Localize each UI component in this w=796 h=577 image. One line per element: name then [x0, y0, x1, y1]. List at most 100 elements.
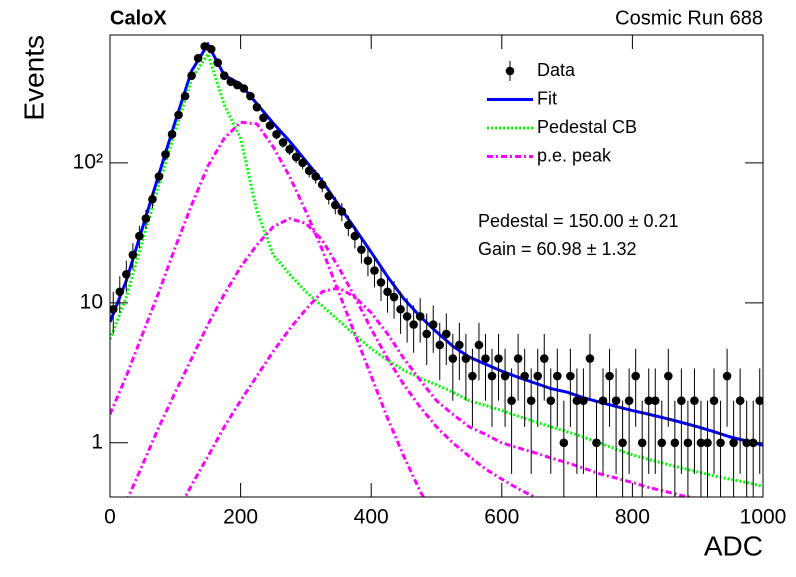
data-point	[135, 231, 144, 241]
data-point	[161, 150, 170, 159]
data-point	[592, 438, 601, 448]
legend-symbol	[505, 66, 515, 76]
data-point	[520, 371, 529, 381]
data-point	[122, 269, 131, 279]
x-axis-label: ADC	[704, 530, 763, 561]
data-point	[664, 371, 673, 381]
data-point	[233, 80, 242, 90]
data-point	[585, 354, 595, 363]
data-point	[605, 371, 614, 381]
plot-area	[110, 41, 763, 497]
data-point	[448, 354, 458, 363]
data-point	[683, 438, 693, 448]
data-point	[239, 84, 249, 93]
data-point	[618, 438, 627, 448]
data-point	[716, 438, 725, 448]
data-point	[291, 152, 301, 162]
data-point	[337, 207, 347, 216]
data-point	[755, 396, 763, 405]
data-point	[389, 292, 399, 302]
legend-label: Pedestal CB	[537, 117, 637, 137]
data-point	[729, 438, 738, 448]
chart-title: CaloX	[110, 7, 167, 29]
data-point	[285, 145, 294, 154]
data-point	[487, 371, 497, 381]
data-point	[415, 312, 425, 321]
data-point	[265, 121, 275, 130]
data-point	[624, 396, 634, 405]
data-point	[703, 438, 712, 448]
data-point	[304, 166, 314, 175]
data-point	[174, 110, 183, 120]
data-point	[311, 172, 320, 181]
data-point	[494, 354, 503, 363]
data-point	[110, 304, 118, 314]
x-tick-label: 400	[354, 506, 389, 529]
x-tick-label: 200	[223, 506, 258, 529]
data-point	[259, 113, 268, 123]
data-point	[709, 396, 719, 405]
data-point	[468, 371, 477, 381]
data-point	[272, 130, 281, 139]
data-point	[187, 71, 196, 80]
chart-subtitle: Cosmic Run 688	[615, 7, 763, 29]
data-point	[324, 191, 334, 201]
data-point	[481, 354, 490, 363]
data-point	[507, 396, 516, 405]
data-point	[252, 102, 262, 112]
data-point	[650, 396, 660, 405]
curve	[110, 120, 426, 497]
data-point	[350, 231, 360, 241]
data-point	[677, 396, 686, 405]
data-point	[167, 130, 177, 139]
data-point	[226, 77, 236, 87]
data-point	[553, 371, 562, 381]
data-point	[579, 396, 588, 405]
data-point	[722, 371, 732, 381]
data-point	[611, 396, 621, 405]
data-point	[128, 250, 138, 260]
x-tick-label: 0	[104, 506, 116, 529]
data-point	[566, 371, 575, 381]
frame	[109, 34, 764, 498]
data-point	[572, 396, 582, 405]
data-point	[278, 138, 288, 147]
y-tick-label: 10	[80, 290, 103, 313]
data-point	[696, 438, 706, 448]
curve	[183, 286, 698, 497]
data-point	[644, 396, 654, 405]
data-point	[409, 320, 418, 329]
x-tick-label: 1000	[740, 506, 787, 529]
data-point	[735, 396, 745, 405]
data-point	[422, 329, 432, 339]
data-point	[396, 304, 405, 314]
curve	[126, 216, 538, 497]
data-point	[559, 438, 569, 448]
data-point	[598, 396, 608, 405]
y-tick-label: 1	[91, 430, 103, 453]
data-point	[298, 158, 307, 168]
x-tick-label: 600	[484, 506, 519, 529]
data-point	[441, 329, 451, 339]
data-point	[193, 53, 203, 63]
data-point	[154, 172, 164, 181]
data-point	[637, 438, 647, 448]
data-point	[690, 396, 699, 405]
data-point	[206, 44, 216, 54]
data-point	[370, 266, 379, 275]
data-point	[180, 91, 190, 101]
data-point	[670, 438, 680, 448]
y-tick-label: 10²	[73, 150, 103, 173]
data-point	[474, 340, 484, 350]
data-point	[376, 278, 386, 287]
legend-label: Fit	[537, 88, 557, 108]
x-tick-label: 800	[615, 506, 650, 529]
data-point	[219, 71, 229, 80]
data-point	[317, 180, 327, 189]
data-point	[428, 320, 438, 329]
data-point	[213, 58, 223, 67]
legend-label: p.e. peak	[537, 145, 612, 165]
